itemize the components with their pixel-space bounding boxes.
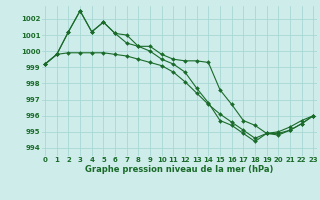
X-axis label: Graphe pression niveau de la mer (hPa): Graphe pression niveau de la mer (hPa) [85, 165, 273, 174]
